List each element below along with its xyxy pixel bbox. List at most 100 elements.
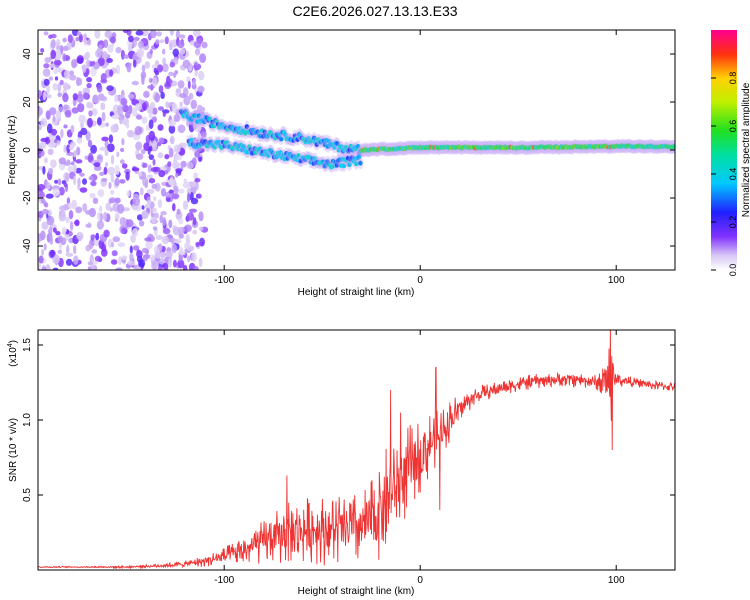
noise-blob [38,255,44,264]
trace-core [321,159,326,165]
noise-blob [82,64,87,73]
noise-blob [150,212,155,218]
noise-blob [112,236,121,243]
noise-blob [64,110,72,118]
noise-blob [38,261,41,270]
noise-blob [65,258,73,266]
noise-blob [152,77,158,87]
steady-tone [358,138,675,158]
noise-blob [111,250,118,257]
noise-blob [52,115,56,123]
noise-blob [193,172,199,180]
noise-blob [168,71,175,76]
noise-blob [162,111,166,117]
noise-blob [180,160,187,168]
trace-core [279,136,284,142]
noise-blob [108,182,112,189]
noise-blob [162,227,171,235]
noise-blob [68,146,74,150]
noise-blob [169,61,176,68]
noise-blob [83,33,87,39]
noise-blob [74,220,80,226]
colorbar-tick-label: 0.4 [728,168,738,181]
noise-blob [115,64,121,75]
noise-blob [52,227,57,233]
x-tick-label: 100 [608,275,625,286]
noise-blob [127,44,133,52]
noise-blob [119,216,126,227]
noise-blob [100,73,107,83]
noise-blob [88,110,93,117]
noise-blob [153,196,157,202]
noise-blob [148,119,154,130]
noise-blob [126,62,132,73]
trace-core [335,141,340,147]
noise-blob [66,197,71,205]
noise-blob [101,136,109,142]
noise-blob [198,257,203,267]
noise-blob [75,36,79,42]
noise-blob [150,217,157,224]
noise-blob [66,159,71,164]
noise-blob [152,226,158,231]
noise-blob [148,154,154,161]
noise-blob [87,261,94,266]
noise-blob [105,162,109,167]
noise-blob [38,124,42,131]
x-tick-label: 100 [608,575,625,586]
noise-blob [155,39,160,45]
noise-blob [114,177,120,187]
noise-blob [135,141,143,151]
noise-blob [40,137,49,143]
noise-blob [99,171,105,176]
noise-blob [52,267,59,270]
spectrogram-xlabel: Height of straight line (km) [298,287,415,298]
noise-blob [67,34,73,43]
noise-blob [38,106,43,116]
noise-blob [149,30,157,39]
noise-blob [63,144,67,153]
noise-blob [173,157,178,168]
noise-blob [197,131,201,140]
noise-blob [96,220,104,230]
noise-blob [164,36,169,45]
noise-blob [48,76,53,81]
noise-blob [141,210,149,220]
y-tick-label: -40 [22,238,33,253]
noise-blob [127,35,134,43]
noise-blob [160,91,165,99]
noise-blob [110,124,117,133]
noise-blob [131,107,138,117]
noise-blob [168,147,174,158]
noise-blob [104,30,113,38]
noise-blob [41,249,45,256]
lower-descending-trace [185,134,364,173]
noise-blob [136,214,143,221]
noise-blob [70,161,75,166]
noise-blob [190,181,197,188]
noise-blob [47,148,54,156]
noise-blob [72,30,79,37]
noise-blob [127,260,136,266]
noise-blob [105,122,109,127]
noise-blob [86,101,92,109]
noise-blob [76,93,84,103]
noise-blob [164,83,172,88]
noise-blob [128,104,133,115]
noise-blob [196,193,202,199]
trace-core [347,162,352,168]
noise-blob [158,137,165,144]
noise-blob [73,255,79,265]
noise-blob [92,197,99,204]
noise-blob [110,36,116,44]
noise-blob [94,30,101,39]
noise-blob [103,211,108,222]
noise-blob [148,77,153,84]
noise-blob [143,142,151,152]
noise-blob [151,207,157,213]
spectrogram-ylabel: Frequency (Hz) [7,116,18,185]
noise-blob [50,249,55,258]
snr-multiplier-base: (x10 [8,347,19,367]
noise-blob [85,223,92,228]
